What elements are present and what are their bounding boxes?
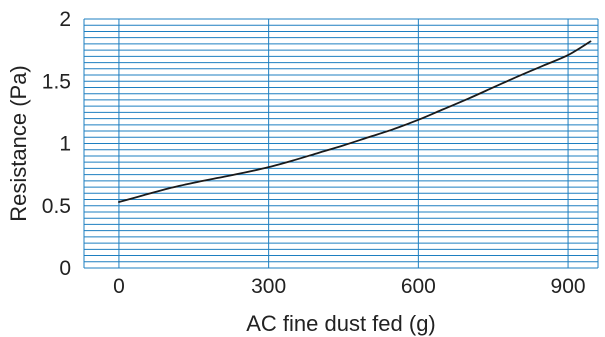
x-tick-label: 0 [113, 275, 125, 298]
horizontal-gridlines [84, 18, 598, 269]
y-tick-labels: 0 0.5 1 1.5 2 [42, 8, 71, 280]
y-tick-label: 1 [59, 133, 71, 156]
y-tick-label: 1.5 [42, 70, 71, 93]
vertical-gridlines [83, 19, 599, 268]
series-layer [118, 40, 592, 203]
y-axis-label: Resistance (Pa) [6, 65, 31, 222]
y-tick-label: 0.5 [42, 195, 71, 218]
series-line [118, 40, 592, 203]
x-axis-label: AC fine dust fed (g) [246, 311, 436, 336]
x-tick-label: 300 [251, 275, 286, 298]
x-tick-label: 600 [401, 275, 436, 298]
y-tick-label: 2 [59, 8, 71, 31]
x-tick-label: 900 [551, 275, 586, 298]
y-tick-label: 0 [59, 257, 71, 280]
x-tick-labels: 0 300 600 900 [113, 275, 585, 298]
